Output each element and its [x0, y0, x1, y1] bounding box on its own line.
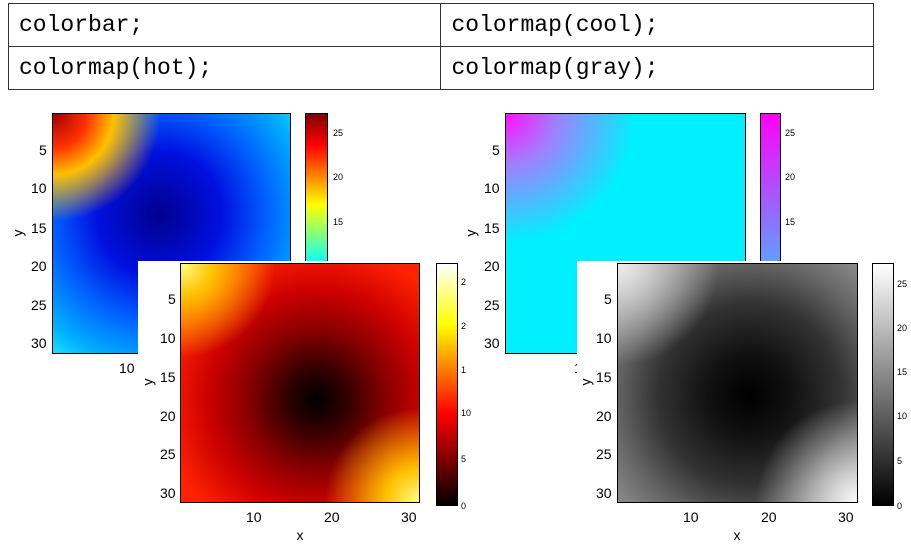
colorbar-tick-label: 1 — [461, 364, 467, 375]
x-tick-label: 10 — [683, 509, 699, 525]
cell: colormap(gray); — [440, 46, 874, 90]
colorbar-gray — [872, 263, 894, 506]
colorbar-tick-label: 0 — [461, 500, 467, 511]
x-tick-label: 30 — [838, 509, 854, 525]
table-row: colormap(hot); colormap(gray); — [7, 46, 874, 90]
y-tick-label: 30 — [484, 335, 500, 351]
colorbar-tick-label: 0 — [897, 500, 903, 511]
heatmap-gray — [617, 263, 858, 503]
y-tick-label: 20 — [31, 258, 47, 274]
y-tick-label: 10 — [596, 330, 612, 346]
colorbar-tick-label: 10 — [461, 407, 472, 418]
y-tick-label: 30 — [596, 485, 612, 501]
colorbar-hot — [436, 263, 458, 506]
colorbar-tick-label: 20 — [897, 322, 908, 333]
colorbar-tick-label: 10 — [897, 410, 908, 421]
y-tick-label: 5 — [604, 291, 612, 307]
y-axis-label: y — [139, 378, 155, 386]
y-tick-label: 10 — [160, 330, 176, 346]
y-tick-label: 15 — [31, 220, 47, 236]
cell: colormap(cool); — [440, 3, 874, 47]
y-tick-label: 10 — [484, 180, 500, 196]
y-tick-label: 20 — [160, 408, 176, 424]
colorbar-tick-label: 5 — [897, 455, 903, 466]
y-tick-label: 5 — [168, 291, 176, 307]
y-tick-label: 25 — [31, 297, 47, 313]
x-axis-label: x — [733, 527, 741, 543]
y-tick-label: 20 — [484, 258, 500, 274]
y-tick-label: 30 — [31, 335, 47, 351]
colorbar-tick-label: 20 — [333, 171, 344, 182]
x-tick-label: 10 — [246, 509, 262, 525]
cell: colormap(hot); — [7, 46, 442, 90]
y-tick-label: 15 — [160, 369, 176, 385]
y-tick-label: 15 — [484, 220, 500, 236]
y-tick-label: 20 — [596, 408, 612, 424]
y-axis-label: y — [9, 229, 25, 237]
colorbar-tick-label: 20 — [785, 171, 796, 182]
colorbar-tick-label: 2 — [461, 320, 467, 331]
y-tick-label: 5 — [492, 142, 500, 158]
y-tick-label: 25 — [596, 446, 612, 462]
y-axis-label: y — [577, 378, 593, 386]
colorbar-tick-label: 15 — [333, 216, 344, 227]
x-tick-label: 10 — [119, 360, 135, 376]
colorbar-tick-label: 5 — [461, 453, 467, 464]
heatmap-hot — [180, 263, 420, 503]
colorbar-tick-label: 25 — [785, 127, 796, 138]
x-axis-label: x — [296, 527, 304, 543]
colorbar-tick-label: 15 — [785, 216, 796, 227]
colorbar-tick-label: 2 — [461, 276, 467, 287]
y-tick-label: 30 — [160, 485, 176, 501]
colorbar-tick-label: 25 — [897, 278, 908, 289]
x-tick-label: 30 — [401, 509, 417, 525]
y-tick-label: 10 — [31, 180, 47, 196]
colorbar-tick-label: 25 — [333, 127, 344, 138]
y-axis-label: y — [462, 229, 478, 237]
code-table: colorbar; colormap(cool); colormap(hot);… — [7, 3, 874, 90]
table-row: colorbar; colormap(cool); — [7, 3, 874, 47]
y-tick-label: 5 — [39, 142, 47, 158]
y-tick-label: 15 — [596, 369, 612, 385]
colorbar-tick-label: 15 — [897, 366, 908, 377]
cell: colorbar; — [7, 3, 442, 47]
x-tick-label: 20 — [761, 509, 777, 525]
y-tick-label: 25 — [484, 297, 500, 313]
y-tick-label: 25 — [160, 446, 176, 462]
x-tick-label: 20 — [324, 509, 340, 525]
